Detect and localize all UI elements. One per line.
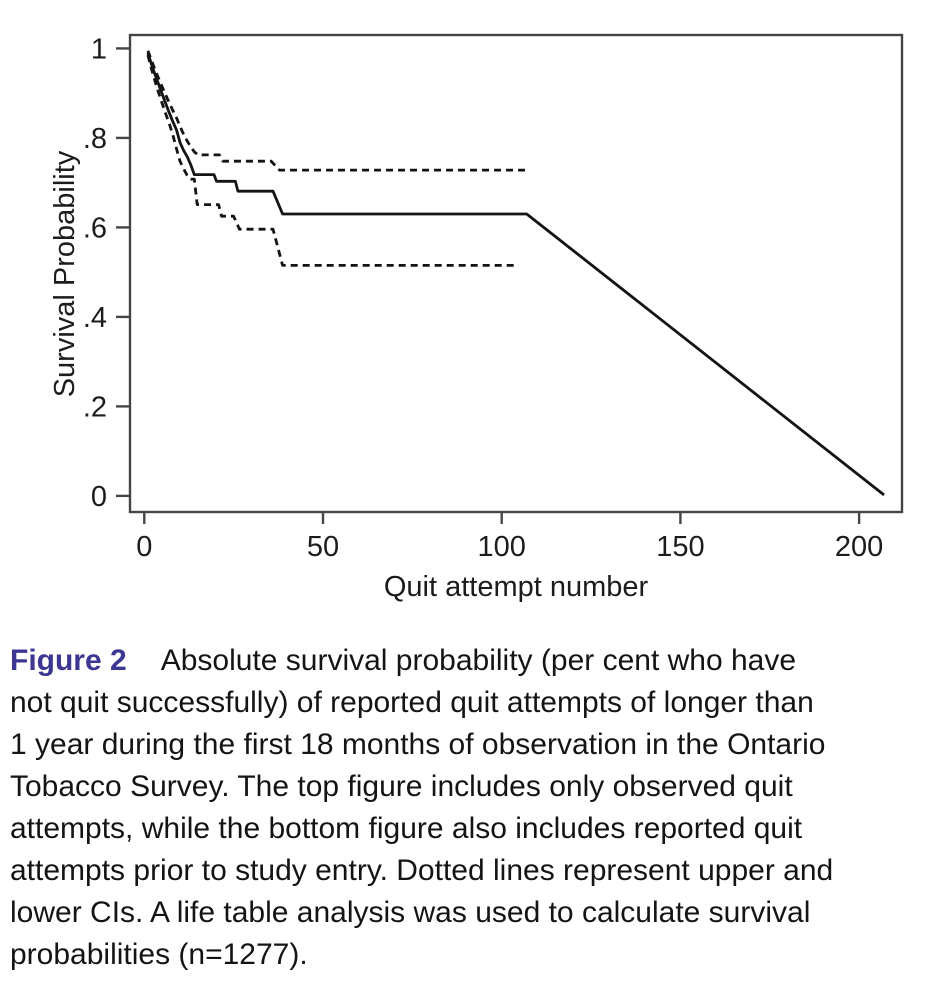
- caption-text: Absolute survival probability (per cent …: [160, 644, 797, 677]
- figure-label: Figure 2: [10, 644, 127, 677]
- y-tick-label: .8: [83, 123, 107, 155]
- caption-line: Figure 2 Absolute survival probability (p…: [10, 640, 948, 682]
- survival-estimate-line: [146, 52, 885, 497]
- caption-line: not quit successfully) of reported quit …: [10, 686, 814, 719]
- caption-line: attempts, while the bottom figure also i…: [10, 812, 803, 845]
- x-tick-label: 200: [835, 531, 883, 563]
- caption-line: Tobacco Survey. The top figure includes …: [10, 770, 793, 803]
- caption-line: probabilities (n=1277).: [10, 938, 308, 971]
- x-axis-title: Quit attempt number: [384, 571, 649, 603]
- caption-line: lower CIs. A life table analysis was use…: [10, 896, 811, 929]
- x-tick-label: 150: [656, 531, 704, 563]
- y-tick-label: .6: [83, 212, 107, 244]
- plot-frame: [128, 33, 904, 514]
- y-axis-title: Survival Probability: [49, 150, 81, 397]
- x-tick-label: 100: [478, 531, 526, 563]
- caption-line: 1 year during the first 18 months of obs…: [10, 728, 826, 761]
- y-tick-label: 1: [91, 33, 107, 65]
- y-tick-label: .4: [83, 302, 107, 334]
- upper-ci-line: [146, 50, 527, 172]
- figure-caption: Figure 2 Absolute survival probability (p…: [0, 640, 948, 976]
- series-group: [146, 50, 885, 497]
- y-tick-label: 0: [91, 481, 107, 513]
- caption-line: attempts prior to study entry. Dotted li…: [10, 854, 834, 887]
- x-tick-label: 50: [307, 531, 339, 563]
- plot-frame-group: [128, 33, 904, 514]
- y-tick-label: .2: [83, 391, 107, 423]
- axis-ticks-group: 0 50 100 150 200 0 .2 .4 .6 .8 1: [83, 33, 883, 563]
- lower-ci-line: [146, 54, 516, 267]
- survival-chart: Survival Probability Quit attempt number…: [49, 33, 904, 603]
- x-tick-label: 0: [136, 531, 152, 563]
